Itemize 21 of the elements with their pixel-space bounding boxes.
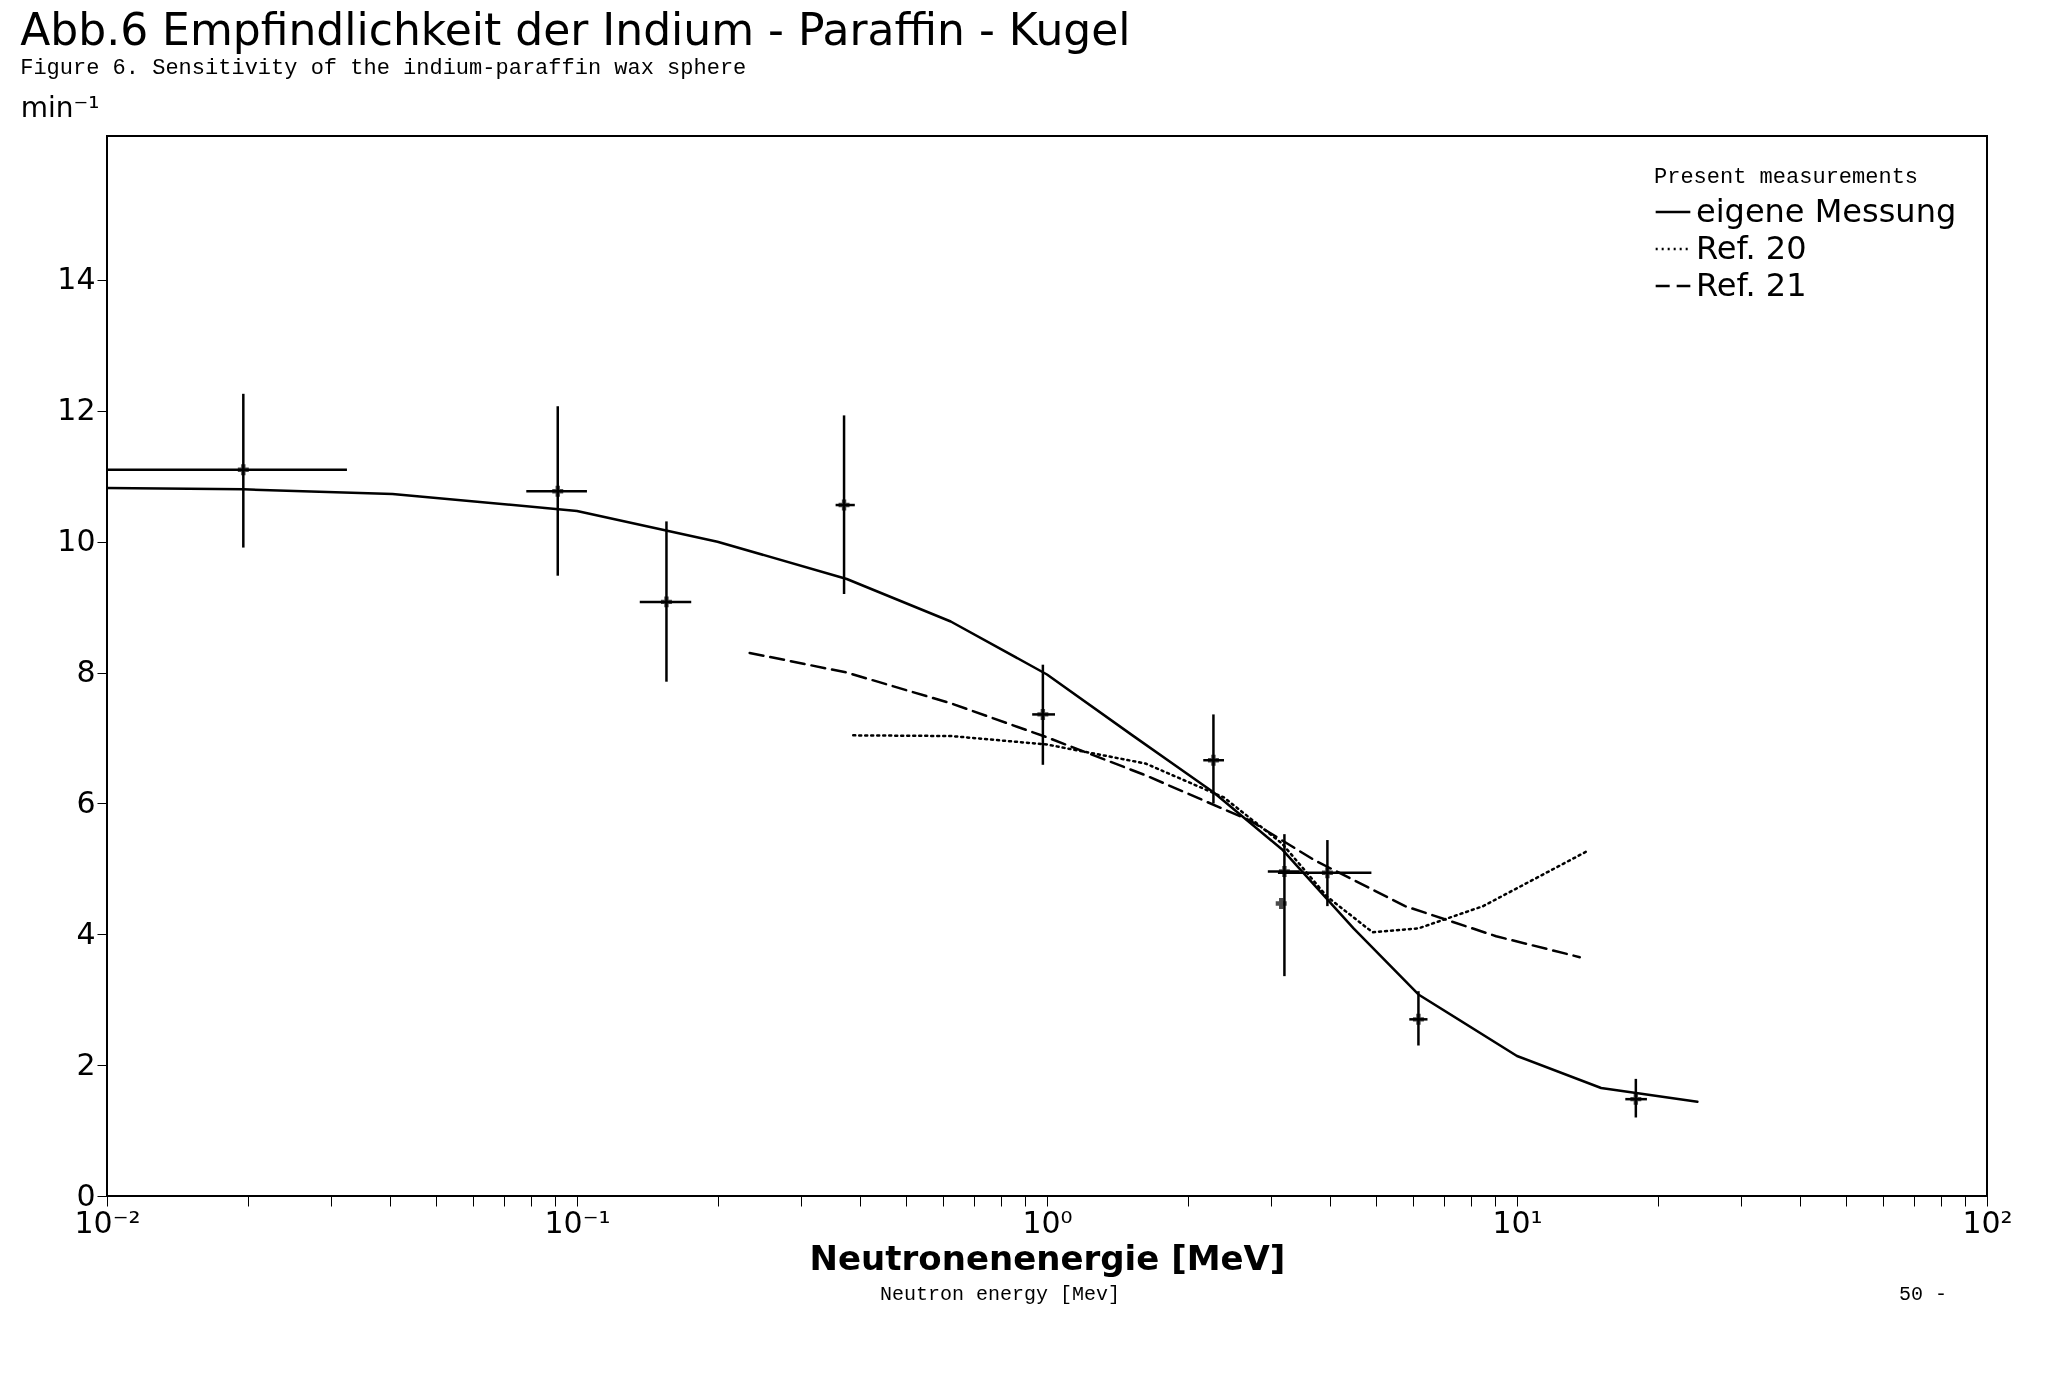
y-tick-label: 14	[57, 261, 96, 297]
legend-label: Ref. 20	[1696, 229, 1807, 267]
x-tick-label: 10⁻¹	[544, 1204, 611, 1240]
chart-subtitle: Figure 6. Sensitivity of the indium-paraffin wax sphere	[20, 56, 747, 81]
chart-title: Abb.6 Empfindlichkeit der Indium - Paraffin - Kugel	[20, 4, 1131, 55]
legend-title: Present measurements	[1654, 165, 1919, 190]
x-tick-label: 10⁰	[1022, 1204, 1073, 1240]
text: 50 -	[1898, 1283, 1947, 1306]
y-tick-label: 12	[57, 392, 96, 428]
y-tick-label: 2	[76, 1046, 96, 1082]
y-tick-label: 10	[57, 523, 96, 559]
x-tick-label: 10¹	[1492, 1204, 1543, 1240]
y-tick-label: 6	[76, 784, 96, 820]
text: Neutron energy [Mev]	[880, 1283, 1121, 1306]
y-tick-label: 4	[76, 915, 96, 951]
y-tick-label: 8	[76, 654, 96, 690]
x-axis-title: Neutronenenergie [MeV]	[809, 1237, 1286, 1278]
legend-label: eigene Messung	[1696, 192, 1957, 230]
legend-label: Ref. 21	[1696, 266, 1807, 304]
y-axis-title: min⁻¹	[20, 90, 100, 124]
x-tick-label: 10²	[1962, 1204, 2013, 1240]
